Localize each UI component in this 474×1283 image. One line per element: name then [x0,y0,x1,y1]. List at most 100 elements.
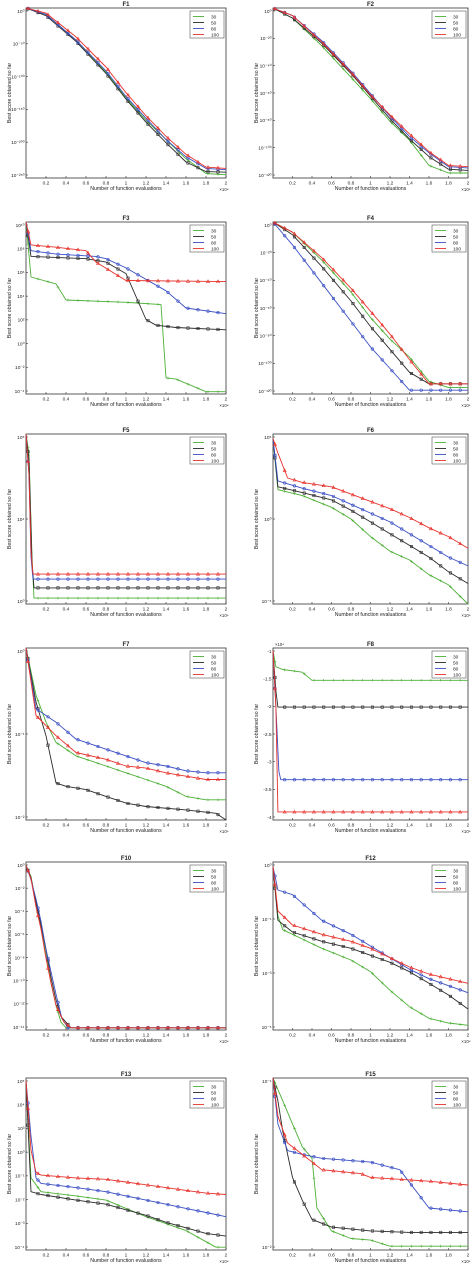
x-axis-label: Number of function evaluations [90,1038,162,1044]
x-tick-label: 2 [225,1033,228,1039]
series-100-marker [35,243,41,247]
legend-label-30: 30 [453,14,459,20]
series-50-marker [66,256,70,260]
series-50-marker [429,156,433,160]
series-50-marker [312,494,316,498]
series-30-marker [371,318,374,322]
series-100-marker [195,1189,201,1194]
series-100-marker [331,267,336,272]
series-100-marker [25,459,31,463]
series-80-marker [361,508,365,512]
series-80-marker [312,489,316,493]
series-100-marker [341,1169,346,1174]
legend-label-30: 30 [211,868,217,874]
series-100-marker [292,809,297,814]
series-50-marker [400,966,404,970]
x-tick-label: 1.4 [406,607,413,613]
x-tick-label: 0.2 [289,181,296,187]
series-50-marker [146,122,150,126]
series-80-marker [400,527,404,531]
series-50-marker [186,161,190,165]
x-tick-label: 0.6 [83,607,90,613]
chart-title: F10 [121,856,132,862]
series-50-marker [116,267,120,271]
series-30-marker [322,46,325,50]
series-30-marker [419,1012,423,1015]
series-30-marker [400,998,403,1002]
series-100-marker [165,770,171,775]
series-100-line [272,7,469,168]
series-30-marker [302,672,306,676]
y-tick-label: 10⁴ [17,1103,24,1109]
legend-label-80: 80 [453,666,459,672]
series-50-marker [116,798,120,802]
x-tick-label: 0.6 [83,823,90,829]
series-30-marker [206,798,210,802]
series-100-marker [370,311,375,315]
x-tick-label: 0.2 [43,397,50,403]
series-80-marker [196,1209,200,1213]
series-50-marker [419,148,423,152]
legend-label-50: 50 [453,874,459,880]
series-100-marker [428,972,433,976]
chart-f1: F1 0.2 0.4 0.6 0.8 1 1.2 1.4 1.6 1.8 2×10⁴ Number o… [7,2,229,192]
series-80-marker [166,764,170,769]
series-100-marker [302,809,307,814]
series-100-marker [419,968,424,973]
series-50-marker [146,319,150,323]
series-30-line [272,221,468,389]
x-tick-label: 2 [225,181,228,187]
series-80-marker [331,494,336,499]
series-100-marker [65,28,71,32]
series-100-marker [95,571,101,576]
series-100-marker [399,347,404,351]
series-50-marker [380,1229,384,1233]
legend-label-100: 100 [211,32,219,38]
series-50-marker [361,705,365,709]
series-50-marker [136,299,140,303]
series-80-marker [216,1213,220,1217]
series-80-marker [283,778,287,782]
series-30-marker [371,972,374,975]
y-tick-label: 10⁻⁵⁰ [13,42,25,48]
series-80-marker [216,771,220,775]
series-30-marker [66,749,70,752]
series-80-marker [448,778,453,782]
series-50-marker [419,1230,423,1234]
series-30-marker [76,1194,80,1198]
y-tick-label: 10³ [18,1126,25,1132]
x-tick-label: 1.4 [163,1033,170,1039]
series-80-marker [351,503,355,507]
legend-label-30: 30 [453,228,459,234]
series-80-marker [116,84,120,88]
series-100-marker [380,1175,385,1180]
series-80-marker [439,550,443,555]
series-30-marker [322,502,325,506]
series-80-marker [126,97,130,101]
series-30-marker [312,1176,316,1180]
series-100-marker [75,1025,81,1030]
series-30-marker [419,1244,423,1248]
series-100-marker [155,768,161,773]
series-100-marker [25,228,31,233]
series-80-marker [36,577,40,581]
series-30-marker [390,678,394,682]
x-tick-label: 0.8 [103,1253,110,1259]
y-tick-label: 10⁰ [264,9,271,15]
series-100-marker [282,809,287,814]
series-100-marker [115,273,121,277]
series-100-marker [272,882,277,886]
y-tick-label: 10⁻³ [15,1221,25,1227]
series-80-marker [370,347,375,351]
series-80-marker [106,577,110,581]
series-80-marker [96,744,100,749]
series-80-marker [380,516,384,521]
legend-label-100: 100 [211,1102,219,1108]
series-30-marker [56,596,60,600]
series-80-marker [439,981,443,985]
x-tick-label: 1.8 [203,397,210,403]
series-80-marker [380,778,384,782]
y-tick-label: 10⁰ [17,649,24,655]
